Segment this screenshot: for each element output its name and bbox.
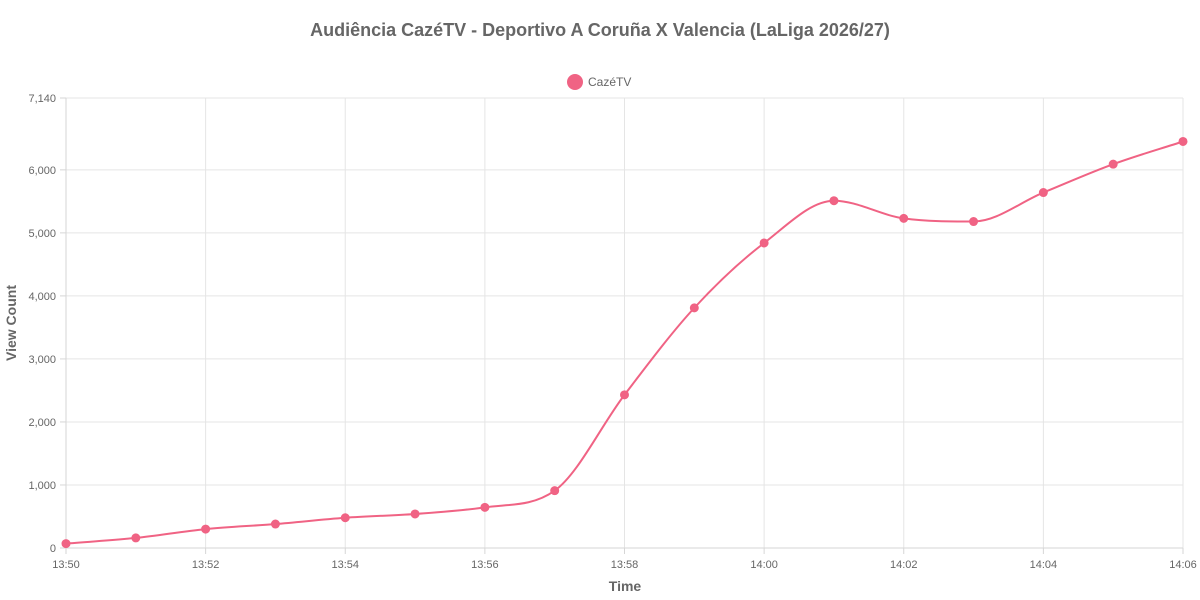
data-point[interactable] — [689, 303, 699, 313]
x-tick-label: 14:00 — [750, 559, 778, 571]
axes — [60, 97, 1184, 554]
data-point[interactable] — [1108, 159, 1118, 169]
y-tick-label: 5,000 — [28, 228, 56, 240]
x-tick-label: 14:02 — [890, 559, 918, 571]
data-point[interactable] — [969, 217, 979, 227]
y-tick-label: 3,000 — [28, 354, 56, 366]
x-tick-label: 13:54 — [331, 559, 359, 571]
y-tick-label: 1,000 — [28, 480, 56, 492]
data-point[interactable] — [480, 502, 490, 512]
x-axis-title: Time — [609, 578, 642, 594]
x-tick-label: 14:04 — [1030, 559, 1058, 571]
x-tick-label: 13:58 — [611, 559, 639, 571]
x-tick-label: 13:52 — [192, 559, 220, 571]
data-point[interactable] — [1178, 136, 1188, 146]
data-point[interactable] — [829, 196, 839, 206]
y-tick-label: 7,140 — [28, 93, 56, 105]
legend-label: CazéTV — [588, 75, 631, 89]
x-tick-label: 14:06 — [1169, 559, 1197, 571]
data-point[interactable] — [340, 513, 350, 523]
series-layer — [61, 136, 1188, 549]
chart-title: Audiência CazéTV - Deportivo A Coruña X … — [310, 20, 890, 40]
data-point[interactable] — [61, 539, 71, 549]
data-point[interactable] — [899, 213, 909, 223]
data-point[interactable] — [270, 519, 280, 529]
gridlines — [66, 97, 1184, 548]
y-tick-label: 2,000 — [28, 417, 56, 429]
legend[interactable]: CazéTV — [567, 74, 631, 90]
data-point[interactable] — [620, 390, 629, 400]
data-point[interactable] — [410, 509, 420, 519]
data-point[interactable] — [550, 486, 560, 496]
y-axis-title: View Count — [3, 285, 19, 361]
data-point[interactable] — [201, 524, 211, 534]
data-point[interactable] — [759, 238, 769, 248]
y-tick-label: 6,000 — [28, 165, 56, 177]
y-tick-label: 0 — [50, 543, 56, 555]
x-tick-label: 13:56 — [471, 559, 499, 571]
y-tick-label: 4,000 — [28, 291, 56, 303]
legend-marker — [567, 74, 583, 90]
tick-labels: 0 1,000 2,000 3,000 4,000 5,000 6,000 7,140 13:5… — [28, 93, 1196, 571]
data-point[interactable] — [1038, 188, 1048, 198]
data-point[interactable] — [131, 533, 141, 543]
x-tick-label: 13:50 — [52, 559, 80, 571]
